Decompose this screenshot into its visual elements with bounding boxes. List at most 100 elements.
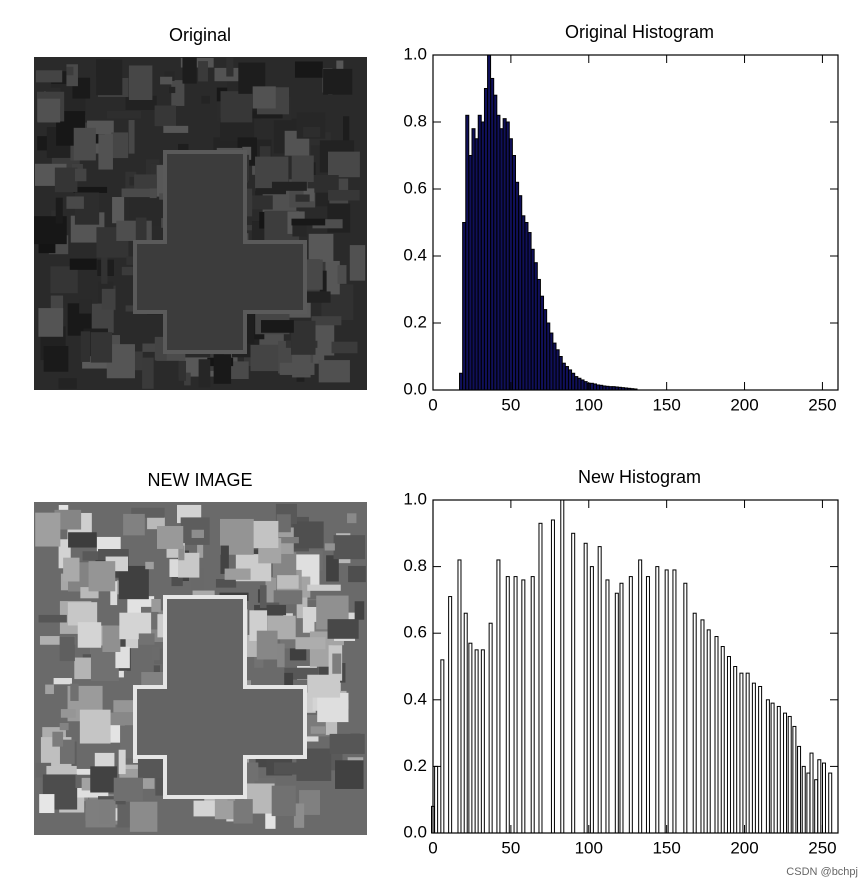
- plot-frame: [432, 499, 839, 834]
- bar: [521, 579, 526, 834]
- bar: [465, 114, 470, 391]
- bar: [496, 559, 501, 834]
- bar: [468, 642, 473, 834]
- bar: [483, 88, 488, 391]
- bar: [714, 636, 719, 834]
- x-tick-label: 0: [428, 395, 437, 414]
- x-tick-label: 200: [730, 395, 758, 414]
- x-tick-label: 150: [652, 838, 680, 857]
- bar: [530, 248, 535, 391]
- bar: [765, 699, 770, 834]
- bar: [488, 622, 493, 834]
- bar: [814, 779, 819, 834]
- bar: [463, 612, 468, 834]
- bar: [655, 566, 660, 834]
- x-tick-label: 200: [730, 838, 758, 857]
- bar: [599, 384, 604, 391]
- bar: [480, 121, 485, 391]
- bar: [683, 582, 688, 834]
- x-tick-label: 250: [808, 838, 836, 857]
- bar: [513, 576, 518, 834]
- bar: [745, 672, 750, 834]
- bar: [518, 195, 523, 391]
- bar: [440, 659, 445, 834]
- bar: [508, 138, 513, 391]
- bar: [733, 666, 738, 834]
- bar: [672, 569, 677, 834]
- bar: [555, 349, 560, 391]
- bar: [549, 332, 554, 391]
- bar: [571, 372, 576, 391]
- y-tick-label: 0.2: [403, 312, 427, 331]
- bar: [499, 128, 504, 391]
- bar: [589, 382, 594, 391]
- bar: [543, 309, 548, 391]
- bar: [806, 772, 811, 834]
- bar: [571, 532, 576, 834]
- bar: [533, 262, 538, 391]
- bar: [505, 576, 510, 834]
- bar: [792, 725, 797, 834]
- bar: [720, 646, 725, 834]
- bar: [496, 114, 501, 391]
- bar: [817, 759, 822, 834]
- bar: [614, 592, 619, 834]
- x-tick-label: 150: [652, 395, 680, 414]
- bar: [568, 369, 573, 391]
- bar: [530, 576, 535, 834]
- bar: [480, 649, 485, 834]
- bar: [536, 278, 541, 391]
- image-title: Original: [169, 25, 231, 45]
- bar: [564, 366, 569, 391]
- bar: [596, 384, 601, 391]
- y-tick-label: 0.6: [403, 178, 427, 197]
- bar: [552, 342, 557, 391]
- bar: [468, 155, 473, 391]
- plot-frame: [432, 54, 839, 391]
- bar: [487, 54, 492, 391]
- image-title: NEW IMAGE: [147, 470, 252, 490]
- bar: [493, 94, 498, 391]
- bar: [758, 685, 763, 834]
- x-tick-label: 100: [575, 838, 603, 857]
- bar: [797, 745, 802, 834]
- bar: [628, 576, 633, 834]
- bar: [477, 114, 482, 391]
- bar: [538, 522, 543, 834]
- bar: [459, 372, 464, 391]
- bar: [462, 222, 467, 391]
- bar: [787, 715, 792, 834]
- bar: [512, 155, 516, 391]
- bar: [589, 566, 594, 834]
- bar: [448, 596, 453, 834]
- bar: [645, 576, 650, 834]
- x-tick-label: 250: [808, 395, 836, 414]
- bar: [505, 121, 510, 391]
- y-tick-label: 0.0: [403, 822, 427, 841]
- bar: [770, 702, 775, 834]
- bar: [619, 582, 624, 834]
- bar: [558, 356, 563, 391]
- y-tick-label: 0.6: [403, 623, 427, 642]
- chart-title: New Histogram: [578, 467, 701, 487]
- y-tick-label: 0.4: [403, 689, 427, 708]
- bar: [597, 546, 602, 834]
- bar: [540, 295, 545, 391]
- bar: [474, 649, 479, 834]
- bar: [593, 383, 597, 391]
- bar: [809, 752, 814, 834]
- bar: [490, 77, 495, 391]
- bar: [583, 542, 588, 834]
- bar: [706, 629, 711, 834]
- y-tick-label: 0.2: [403, 756, 427, 775]
- chart-title: Original Histogram: [565, 22, 714, 42]
- bar: [546, 322, 551, 391]
- bar: [821, 762, 826, 834]
- x-tick-label: 0: [428, 838, 437, 857]
- bar: [664, 569, 669, 834]
- bar: [577, 377, 582, 391]
- bar: [801, 765, 806, 834]
- bar: [783, 712, 788, 834]
